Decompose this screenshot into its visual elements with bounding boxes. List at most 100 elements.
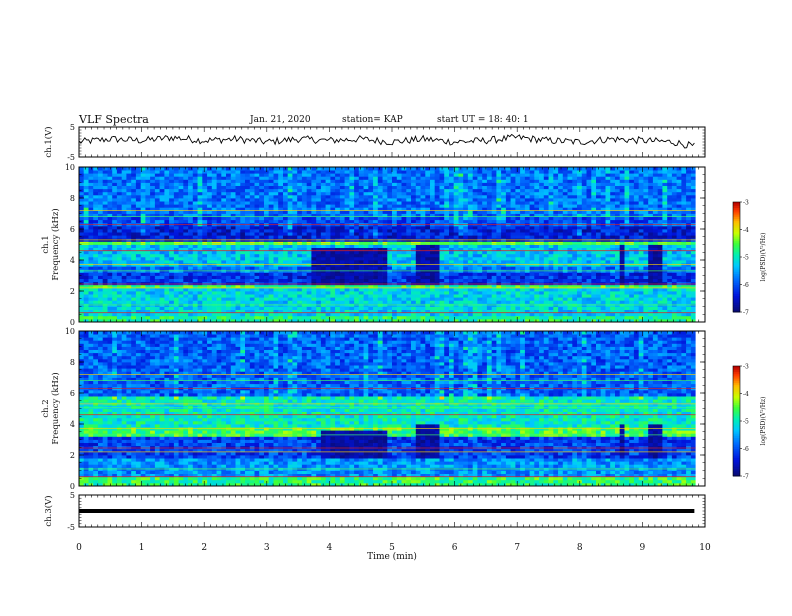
spectrogram-cell [259, 307, 264, 311]
spectrogram-cell [126, 282, 131, 286]
spectrogram-cell [335, 294, 340, 298]
spectrogram-cell [454, 201, 459, 205]
spectrogram-cell [425, 266, 430, 270]
spectrogram-cell [174, 179, 179, 183]
spectrogram-cell [236, 186, 241, 190]
spectrogram-cell [126, 272, 131, 276]
spectrogram-cell [93, 300, 98, 304]
spectrogram-cell [496, 279, 501, 283]
spectrogram-cell [416, 276, 421, 280]
spectrogram-cell [340, 170, 345, 174]
spectrogram-cell [330, 220, 335, 224]
spectrogram-cell [217, 232, 222, 236]
spectrogram-cell [84, 313, 89, 317]
spectrogram-cell [387, 260, 392, 264]
spectrogram-cell [255, 241, 260, 245]
spectrogram-cell [212, 167, 217, 171]
spectrogram-cell [330, 313, 335, 317]
spectrogram-cell [307, 226, 312, 230]
spectrogram-cell [255, 192, 260, 196]
spectrogram-cell [321, 254, 326, 257]
spectrogram-cell [274, 226, 279, 230]
spectrogram-cell [511, 272, 516, 276]
spectrogram-cell [392, 186, 397, 190]
spectrogram-cell [463, 257, 468, 261]
spectrogram-cell [311, 316, 316, 320]
spectrogram-cell [174, 198, 179, 202]
spectrogram-cell [202, 167, 207, 171]
spectrogram-cell [250, 176, 255, 180]
spectrogram-cell [292, 294, 297, 298]
spectrogram-cell [468, 260, 473, 264]
spectrogram-cell [245, 288, 250, 292]
spectrogram-cell [188, 316, 193, 320]
spectrogram-cell [496, 288, 501, 292]
spectrogram-cell [444, 220, 449, 224]
spectrogram-cell [373, 291, 378, 295]
spectrogram-cell [373, 316, 378, 320]
spectrogram-cell [326, 272, 331, 276]
spectrogram-cell [477, 272, 482, 276]
spectrogram-cell [459, 235, 464, 239]
spectrogram-cell [126, 279, 131, 283]
spectrogram-cell [269, 198, 274, 202]
spectrogram-cell [349, 179, 354, 183]
spectrogram-cell [406, 307, 411, 311]
spectrogram-cell [335, 201, 340, 205]
spectrogram-cell [240, 300, 245, 304]
spectrogram-cell [89, 316, 94, 320]
spectrogram-cell [387, 300, 392, 304]
spectrogram-cell [131, 276, 136, 280]
spectrogram-cell [454, 297, 459, 301]
spectrogram-cell [421, 229, 426, 233]
spectrogram-cell [430, 279, 435, 283]
spectrogram-cell [179, 300, 184, 304]
spectrogram-cell [141, 229, 146, 233]
spectrogram-cell [435, 245, 440, 249]
spectrogram-cell [473, 186, 478, 190]
spectrogram-cell [89, 257, 94, 261]
spectrogram-cell [411, 226, 416, 230]
spectrogram-cell [316, 186, 321, 190]
spectrogram-cell [416, 300, 421, 304]
spectrogram-cell [155, 183, 160, 187]
spectrogram-cell [511, 226, 516, 230]
spectrogram-cell [141, 294, 146, 298]
spectrogram-cell [292, 235, 297, 239]
spectrogram-cell [330, 276, 335, 280]
spectrogram-cell [174, 189, 179, 193]
spectrogram-cell [240, 313, 245, 317]
spectrogram-cell [454, 179, 459, 183]
spectrogram-cell [430, 254, 435, 257]
spectrogram-cell [231, 183, 236, 187]
spectrogram-cell [330, 257, 335, 261]
spectrogram-cell [264, 288, 269, 292]
spectrogram-cell [269, 204, 274, 208]
spectrogram-cell [506, 254, 511, 257]
spectrogram-cell [468, 167, 473, 171]
spectrogram-cell [477, 195, 482, 199]
spectrogram-cell [520, 189, 525, 193]
spectrogram-cell [492, 220, 497, 224]
spectrogram-cell [250, 179, 255, 183]
spectrogram-cell [155, 217, 160, 221]
spectrogram-cell [515, 189, 520, 193]
spectrogram-cell [274, 167, 279, 171]
spectrogram-cell [212, 229, 217, 233]
spectrogram-cell [240, 272, 245, 276]
spectrogram-cell [321, 201, 326, 205]
spectrogram-cell [501, 217, 506, 221]
spectrogram-cell [259, 186, 264, 190]
spectrogram-cell [269, 251, 274, 255]
spectrogram-cell [354, 288, 359, 292]
spectrogram-cell [117, 313, 122, 317]
spectrogram-cell [373, 272, 378, 276]
spectrogram-cell [411, 279, 416, 283]
spectrogram-cell [174, 272, 179, 276]
spectrogram-cell [387, 288, 392, 292]
spectrogram-cell [292, 226, 297, 230]
spectrogram-cell [397, 288, 402, 292]
spectrogram-cell [440, 195, 445, 199]
spectrogram-cell [108, 235, 113, 239]
spectrogram-cell [311, 297, 316, 301]
